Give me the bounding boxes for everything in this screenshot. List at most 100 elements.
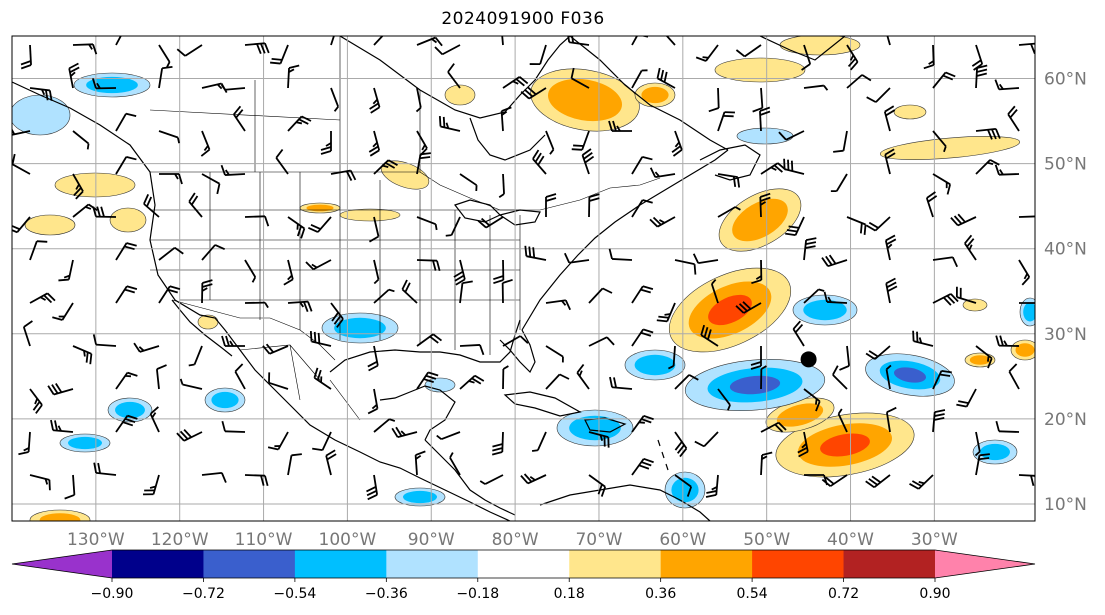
wind-barb <box>545 345 564 363</box>
wind-barb <box>797 431 809 458</box>
wind-barb <box>72 345 93 365</box>
wind-barb <box>401 279 418 304</box>
wind-barb <box>287 216 306 239</box>
wind-barb <box>369 87 381 114</box>
lon-tick-label: 40°W <box>827 530 874 550</box>
wind-barb <box>415 87 422 113</box>
colorbar-tick-label: 0.54 <box>737 586 768 602</box>
wind-barb <box>58 259 74 282</box>
anomaly-contour <box>299 202 341 214</box>
wind-barb <box>368 216 380 243</box>
wind-barb <box>221 420 246 433</box>
wind-barb <box>631 155 653 175</box>
anomaly-contour <box>684 359 826 411</box>
wind-barb <box>459 280 473 304</box>
wind-barb <box>72 203 98 218</box>
map-frame <box>11 35 1036 522</box>
wind-barb <box>588 474 607 497</box>
wind-barb <box>391 426 418 439</box>
wind-barb <box>971 44 984 71</box>
wind-barb <box>695 44 719 62</box>
wind-barb <box>313 367 332 390</box>
wind-barb <box>287 64 300 89</box>
wind-barb <box>373 36 389 46</box>
wind-barb <box>571 130 590 151</box>
wind-barb <box>275 148 289 175</box>
anomaly-contour <box>73 72 151 98</box>
wind-barb <box>158 130 180 144</box>
wind-barb <box>631 199 653 218</box>
anomaly-contour <box>444 84 476 106</box>
wind-barb <box>821 474 848 487</box>
wind-barb <box>416 216 438 231</box>
wind-barb <box>631 285 654 304</box>
wind-barb <box>649 216 676 228</box>
wind-barb <box>287 300 313 312</box>
lat-lon-grid <box>12 36 1035 521</box>
wind-barb <box>459 173 478 192</box>
wind-barb <box>143 474 160 496</box>
wind-barb <box>158 44 171 68</box>
wind-barb <box>631 457 654 476</box>
wind-barb <box>93 462 117 476</box>
wind-barb <box>674 374 699 390</box>
colorbar-segment <box>843 550 936 578</box>
wind-barb <box>115 414 138 433</box>
wind-barb <box>545 299 571 311</box>
wind-barb <box>588 193 600 218</box>
wind-barb <box>50 419 74 433</box>
lat-tick-label: 60°N <box>1044 70 1087 90</box>
wind-barb <box>330 169 357 181</box>
colorbar-segment <box>752 550 845 578</box>
wind-barb <box>717 206 741 218</box>
wind-barb <box>234 363 246 390</box>
anomaly-contour <box>964 352 996 368</box>
wind-barb <box>932 293 959 306</box>
wind-barb <box>909 474 934 490</box>
wind-barb <box>244 301 269 309</box>
wind-barb <box>72 173 84 200</box>
wind-barb <box>801 44 812 71</box>
wind-barb <box>694 431 719 448</box>
wind-barb <box>885 277 898 304</box>
wind-barb <box>201 173 221 195</box>
wind-barb <box>29 388 43 414</box>
wind-barb <box>158 246 184 261</box>
wind-barb <box>866 87 891 103</box>
wind-barb <box>865 216 891 232</box>
wind-barb <box>449 452 461 476</box>
lon-tick-label: 120°W <box>151 530 209 550</box>
wind-barb <box>932 369 952 390</box>
wind-barb <box>438 116 461 132</box>
wind-barb <box>1018 474 1035 487</box>
wind-barb <box>833 130 848 153</box>
wind-barb <box>885 406 897 433</box>
colorbar-tick-label: −0.72 <box>182 586 225 602</box>
anomaly-contour <box>12 94 71 136</box>
wind-barb <box>201 279 213 304</box>
wind-barb <box>416 36 443 47</box>
wind-barb <box>1008 363 1020 390</box>
wind-barb <box>200 130 211 157</box>
wind-barb <box>588 336 615 347</box>
wind-barb <box>416 152 431 175</box>
wind-barb <box>29 240 48 261</box>
wind-barb <box>823 291 848 304</box>
wind-barb <box>760 451 773 476</box>
wind-barb <box>581 148 595 175</box>
wind-barb <box>995 420 1020 433</box>
wind-barb <box>700 324 719 347</box>
wind-barb <box>785 216 805 237</box>
wind-barb <box>283 259 294 286</box>
colorbar-segment <box>477 550 570 578</box>
lat-tick-label: 30°N <box>1044 325 1087 345</box>
political-borders-layer <box>149 36 661 421</box>
wind-barb <box>656 67 676 89</box>
lon-tick-label: 70°W <box>575 530 622 550</box>
wind-barb <box>220 84 246 91</box>
wind-barb <box>149 406 160 433</box>
wind-barb <box>188 345 203 367</box>
colorbar-segment <box>203 550 296 578</box>
wind-barb <box>885 364 892 390</box>
wind-barb <box>752 87 764 113</box>
